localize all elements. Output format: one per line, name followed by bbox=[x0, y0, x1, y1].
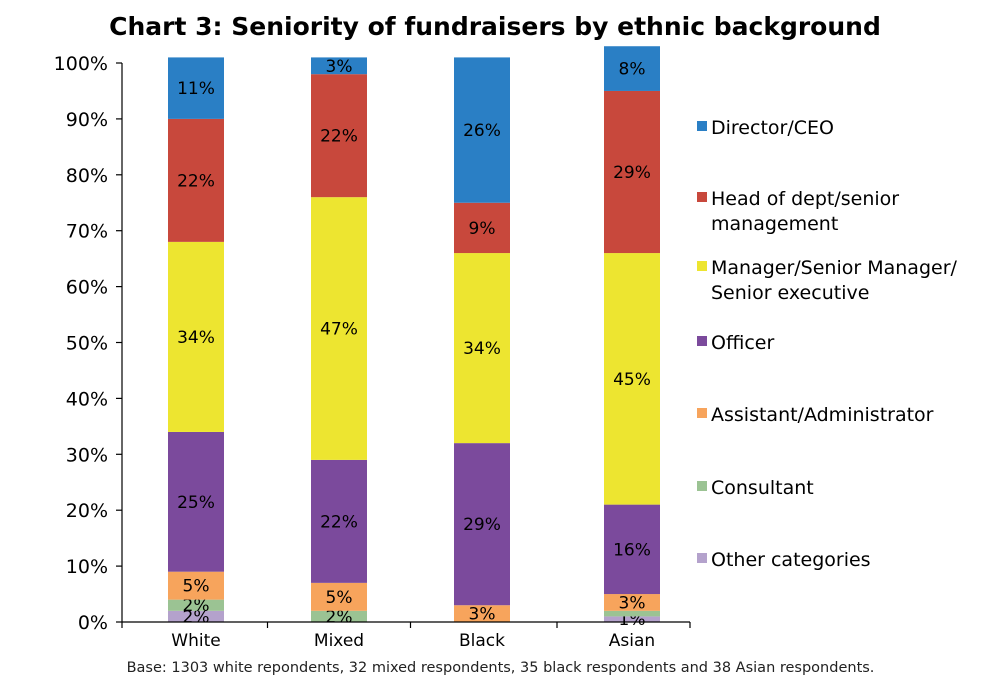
y-tick-label: 70% bbox=[66, 221, 108, 243]
legend-label-2: Senior executive bbox=[711, 282, 869, 304]
x-tick-label-black: Black bbox=[459, 631, 505, 651]
bar-segment-asian-4 bbox=[604, 253, 660, 505]
y-tick-label: 20% bbox=[66, 500, 108, 522]
y-tick-label: 50% bbox=[66, 333, 108, 355]
footnote: Base: 1303 white repondents, 32 mixed re… bbox=[126, 660, 875, 676]
bar-segment-asian-3 bbox=[604, 504, 660, 595]
bar-segment-mixed-1 bbox=[311, 610, 367, 622]
legend-swatch-2 bbox=[697, 261, 707, 271]
y-tick-label: 0% bbox=[78, 612, 108, 634]
data-label-mixed-4: 47% bbox=[320, 320, 358, 340]
bar-segment-white-0 bbox=[168, 610, 224, 622]
data-label-asian-4: 45% bbox=[613, 370, 651, 390]
x-tick-label-asian: Asian bbox=[609, 631, 655, 651]
bar-segment-black-2 bbox=[454, 605, 510, 622]
data-label-black-5: 9% bbox=[469, 219, 496, 239]
data-label-mixed-2: 5% bbox=[326, 588, 353, 608]
bar-segment-mixed-3 bbox=[311, 459, 367, 583]
y-axis: 0% 10% 20% 30% 40% 50% 60% 70% 80% 90% 100% bbox=[54, 53, 123, 634]
data-label-white-6: 11% bbox=[177, 79, 215, 99]
legend-swatch-6 bbox=[697, 553, 707, 563]
data-label-black-3: 29% bbox=[463, 515, 501, 535]
data-label-white-4: 34% bbox=[177, 328, 215, 348]
bar-segment-asian-2 bbox=[604, 594, 660, 611]
legend-swatch-3 bbox=[697, 336, 707, 346]
legend-label-1: Head of dept/senior bbox=[711, 188, 899, 210]
y-tick-label: 80% bbox=[66, 165, 108, 187]
bar-segment-mixed-2 bbox=[311, 582, 367, 611]
bar-segment-mixed-5 bbox=[311, 74, 367, 198]
legend-label-4: Assistant/Administrator bbox=[711, 404, 934, 426]
bar-segment-mixed-4 bbox=[311, 197, 367, 460]
data-label-black-6: 26% bbox=[463, 121, 501, 141]
data-label-asian-5: 29% bbox=[613, 163, 651, 183]
stacked-bar-chart: 2%2%5%25%34%22%11%2%5%22%47%22%3%3%29%34… bbox=[54, 46, 958, 651]
y-tick-label: 60% bbox=[66, 277, 108, 299]
x-tick-label-mixed: Mixed bbox=[314, 631, 364, 651]
bar-segment-asian-6 bbox=[604, 46, 660, 91]
y-tick-label: 30% bbox=[66, 444, 108, 466]
y-tick-label: 10% bbox=[66, 556, 108, 578]
data-label-white-3: 25% bbox=[177, 493, 215, 513]
y-tick-label: 90% bbox=[66, 109, 108, 131]
bar-segment-asian-1 bbox=[604, 610, 660, 617]
bar-segment-white-3 bbox=[168, 431, 224, 572]
legend-swatch-1 bbox=[697, 192, 707, 202]
bar-segment-white-6 bbox=[168, 57, 224, 119]
bar-segment-black-3 bbox=[454, 443, 510, 606]
data-label-white-1: 2% bbox=[183, 596, 210, 616]
data-label-black-2: 3% bbox=[469, 605, 496, 625]
data-label-black-4: 34% bbox=[463, 339, 501, 359]
data-label-mixed-5: 22% bbox=[320, 127, 358, 147]
bar-segment-black-5 bbox=[454, 202, 510, 254]
legend-label-5: Consultant bbox=[711, 477, 814, 499]
data-label-asian-2: 3% bbox=[619, 593, 646, 613]
data-label-white-2: 5% bbox=[183, 577, 210, 597]
legend-label-6: Other categories bbox=[711, 549, 871, 571]
bar-segment-black-4 bbox=[454, 253, 510, 444]
y-tick-label: 40% bbox=[66, 388, 108, 410]
x-tick-label-white: White bbox=[171, 631, 220, 651]
data-label-mixed-3: 22% bbox=[320, 512, 358, 532]
bar-segment-white-4 bbox=[168, 241, 224, 432]
legend-swatch-4 bbox=[697, 408, 707, 418]
bar-segment-white-5 bbox=[168, 118, 224, 242]
bar-segment-white-2 bbox=[168, 571, 224, 600]
x-axis: White Mixed Black Asian bbox=[121, 621, 691, 651]
bar-segment-asian-0 bbox=[604, 616, 660, 622]
data-label-white-5: 22% bbox=[177, 171, 215, 191]
legend: Director/CEO Head of dept/senior managemen… bbox=[697, 117, 958, 571]
bar-segment-mixed-6 bbox=[311, 57, 367, 75]
legend-label-1: management bbox=[711, 213, 838, 235]
legend-swatch-5 bbox=[697, 481, 707, 491]
data-label-asian-6: 8% bbox=[619, 60, 646, 80]
y-tick-label: 100% bbox=[54, 53, 108, 75]
data-label-asian-3: 16% bbox=[613, 540, 651, 560]
plot-area: 2%2%5%25%34%22%11%2%5%22%47%22%3%3%29%34… bbox=[168, 46, 660, 630]
bar-segment-black-6 bbox=[454, 57, 510, 203]
data-label-mixed-6: 3% bbox=[326, 57, 353, 77]
chart-title: Chart 3: Seniority of fundraisers by eth… bbox=[109, 12, 881, 41]
legend-label-2: Manager/Senior Manager/ bbox=[711, 257, 958, 279]
legend-label-0: Director/CEO bbox=[711, 117, 834, 139]
legend-label-3: Officer bbox=[711, 332, 774, 354]
legend-swatch-0 bbox=[697, 121, 707, 131]
bar-segment-white-1 bbox=[168, 599, 224, 611]
bar-segment-asian-5 bbox=[604, 90, 660, 254]
